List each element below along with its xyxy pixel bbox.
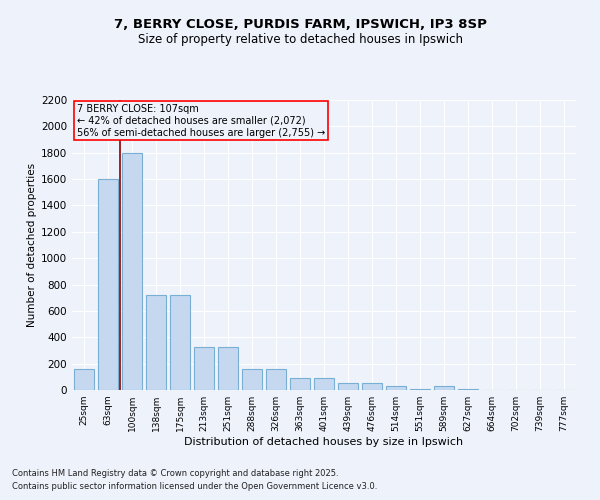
- Y-axis label: Number of detached properties: Number of detached properties: [27, 163, 37, 327]
- Bar: [338, 383, 358, 390]
- Bar: [218, 347, 238, 390]
- Bar: [170, 295, 190, 390]
- Text: 7 BERRY CLOSE: 107sqm
← 42% of detached houses are smaller (2,072)
56% of semi-d: 7 BERRY CLOSE: 107sqm ← 42% of detached …: [77, 104, 325, 138]
- Bar: [74, 369, 94, 390]
- Text: Contains HM Land Registry data © Crown copyright and database right 2025.: Contains HM Land Registry data © Crown c…: [12, 468, 338, 477]
- Bar: [98, 179, 118, 390]
- Text: Contains public sector information licensed under the Open Government Licence v3: Contains public sector information licen…: [12, 482, 377, 491]
- Bar: [266, 369, 286, 390]
- Bar: [122, 152, 142, 390]
- Bar: [242, 369, 262, 390]
- Bar: [362, 383, 382, 390]
- X-axis label: Distribution of detached houses by size in Ipswich: Distribution of detached houses by size …: [184, 437, 464, 447]
- Bar: [146, 295, 166, 390]
- Text: Size of property relative to detached houses in Ipswich: Size of property relative to detached ho…: [137, 32, 463, 46]
- Bar: [290, 378, 310, 390]
- Bar: [434, 386, 454, 390]
- Bar: [386, 386, 406, 390]
- Bar: [194, 347, 214, 390]
- Text: 7, BERRY CLOSE, PURDIS FARM, IPSWICH, IP3 8SP: 7, BERRY CLOSE, PURDIS FARM, IPSWICH, IP…: [113, 18, 487, 30]
- Bar: [314, 378, 334, 390]
